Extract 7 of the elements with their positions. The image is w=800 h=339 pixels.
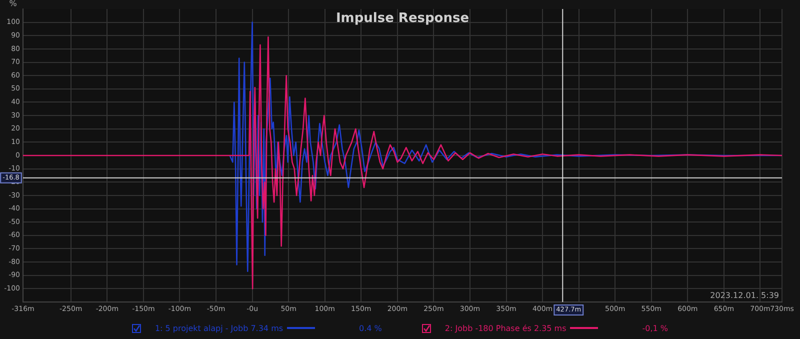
legend-label: 2: Jobb -180 Phase és 2.35 ms — [444, 324, 566, 332]
text: -0,1 % — [642, 324, 668, 332]
annotation: 2023.12.01. 5:39 — [710, 291, 779, 300]
legend-label: 1: 5 projekt alapj - Jobb 7.34 ms — [154, 324, 284, 332]
y-axis-title: % — [9, 0, 18, 8]
chart-title: Impulse Response — [336, 10, 470, 26]
text: 0.4 % — [359, 324, 382, 332]
